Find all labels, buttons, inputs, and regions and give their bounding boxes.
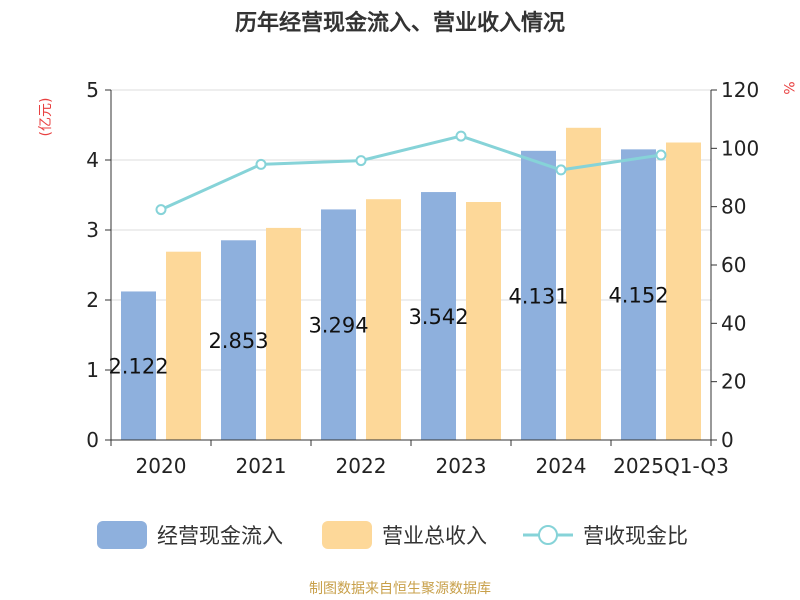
ratio-point (555, 164, 567, 176)
left-tick-label: 0 (86, 428, 99, 452)
data-label: 4.131 (508, 284, 568, 308)
legend-ratio: 营收现金比 (523, 524, 688, 548)
x-tick-label: 2025Q1-Q3 (613, 454, 729, 478)
axes: 0 1 2 3 4 5 0 20 40 60 80 100 120 2020 2021 2022 2023 202… (86, 78, 759, 478)
bar-cash-inflow (421, 192, 456, 440)
ratio-point (455, 130, 467, 142)
data-labels: 2.122 2.853 3.294 3.542 4.131 4.152 (108, 284, 668, 379)
bar-revenue (366, 199, 401, 440)
ratio-point (255, 158, 267, 170)
x-tick-label: 2024 (536, 454, 587, 478)
bar-revenue (666, 142, 701, 440)
left-tick-label: 5 (86, 78, 99, 102)
data-label: 2.122 (108, 355, 168, 379)
data-label: 3.542 (408, 305, 468, 329)
legend-label: 营收现金比 (583, 524, 688, 548)
left-axis-label: (亿元) (38, 98, 54, 137)
bar-cash-inflow (121, 291, 156, 440)
left-tick-label: 4 (86, 148, 99, 172)
bar-revenue (266, 227, 301, 440)
ratio-point (655, 149, 667, 161)
right-tick-label: 60 (721, 253, 746, 277)
bar-cash-inflow (221, 240, 256, 440)
left-tick-label: 2 (86, 288, 99, 312)
left-tick-label: 1 (86, 358, 99, 382)
ratio-point (155, 204, 167, 216)
right-tick-label: 40 (721, 311, 746, 335)
legend-swatch (97, 521, 147, 549)
source-note: 制图数据来自恒生聚源数据库 (309, 581, 491, 597)
gridlines (111, 89, 711, 371)
bar-cash-inflow (321, 209, 356, 440)
x-tick-label: 2022 (336, 454, 387, 478)
legend-label: 营业总收入 (382, 524, 487, 548)
bar-revenue (166, 251, 201, 440)
ratio-point (355, 155, 367, 167)
x-tick-label: 2023 (436, 454, 487, 478)
bar-cash-inflow (521, 150, 556, 440)
bar-revenue (566, 127, 601, 441)
legend-revenue: 营业总收入 (322, 521, 487, 549)
right-axis-label: % (780, 81, 796, 94)
legend-marker (538, 525, 558, 545)
data-label: 2.853 (208, 329, 268, 353)
chart-title: 历年经营现金流入、营业收入情况 (235, 10, 565, 36)
x-tick-label: 2021 (236, 454, 287, 478)
x-tick-label: 2020 (136, 454, 187, 478)
ratio-line-path (160, 134, 662, 211)
right-tick-label: 0 (721, 428, 734, 452)
ratio-line (155, 130, 667, 216)
legend-swatch (322, 521, 372, 549)
right-tick-label: 80 (721, 195, 746, 219)
legend-cash-inflow: 经营现金流入 (97, 521, 283, 549)
bars (121, 127, 701, 441)
legend-label: 经营现金流入 (157, 524, 283, 548)
data-label: 4.152 (608, 284, 668, 308)
right-tick-label: 100 (721, 136, 759, 160)
bar-revenue (466, 202, 501, 440)
right-tick-label: 120 (721, 78, 759, 102)
left-tick-label: 3 (86, 218, 99, 242)
right-tick-label: 20 (721, 370, 746, 394)
bar-cash-inflow (621, 149, 656, 441)
data-label: 3.294 (308, 314, 368, 338)
legend: 经营现金流入 营业总收入 营收现金比 (97, 521, 688, 549)
